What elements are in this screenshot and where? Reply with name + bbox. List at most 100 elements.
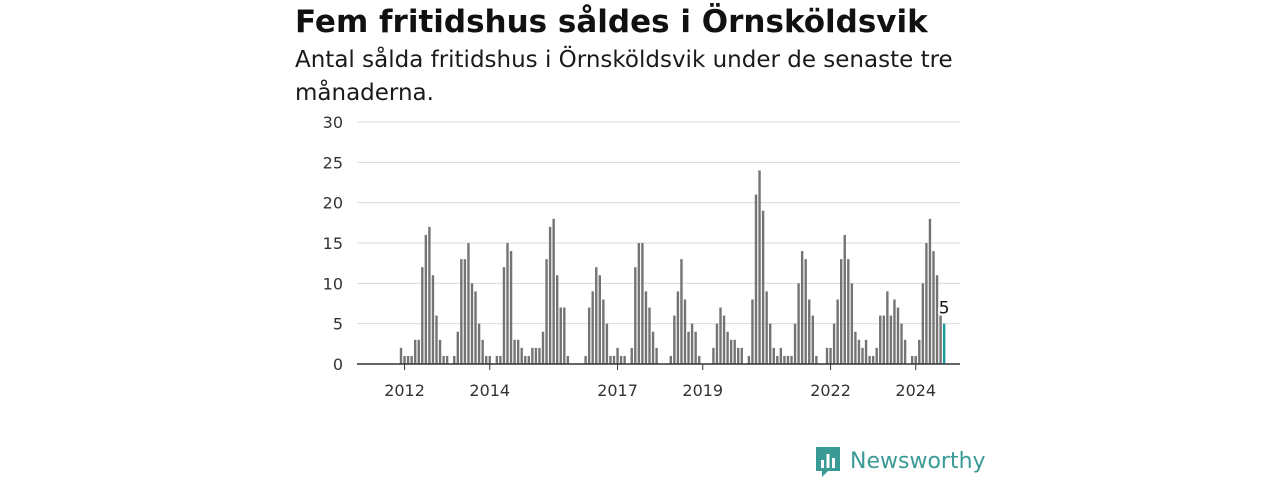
- bar: [495, 355, 499, 364]
- bar: [800, 251, 804, 364]
- bar: [790, 355, 793, 364]
- bar: [832, 323, 836, 364]
- bar: [648, 307, 651, 364]
- bar: [914, 355, 917, 364]
- bar: [797, 283, 800, 364]
- x-tick-label: 2019: [682, 381, 723, 400]
- bar: [445, 355, 449, 364]
- bar: [850, 283, 854, 364]
- bar: [474, 291, 477, 364]
- bar-chart-speech-bubble-icon: [816, 447, 840, 477]
- bar: [889, 315, 893, 364]
- bar: [616, 347, 619, 364]
- bar: [545, 259, 548, 364]
- bar: [939, 315, 942, 364]
- bar: [712, 347, 715, 364]
- bar: [587, 307, 591, 364]
- bar: [758, 170, 761, 364]
- bar: [598, 275, 601, 364]
- bar: [726, 331, 729, 364]
- bar: [737, 347, 740, 364]
- bar: [687, 331, 690, 364]
- bar: [403, 355, 406, 364]
- bar: [843, 234, 846, 364]
- bar: [893, 299, 896, 364]
- bar: [453, 355, 456, 364]
- bar: [698, 355, 701, 364]
- bar: [548, 226, 552, 364]
- bar: [527, 355, 530, 364]
- bar: [776, 355, 779, 364]
- bar: [932, 251, 935, 364]
- bar: [605, 323, 609, 364]
- bar: [591, 291, 594, 364]
- bar: [875, 347, 878, 364]
- bar: [868, 355, 871, 364]
- bar: [534, 347, 538, 364]
- bar: [410, 355, 413, 364]
- bar: [641, 243, 644, 364]
- bar: [595, 267, 598, 364]
- x-tick-label: 2017: [597, 381, 638, 400]
- bar: [882, 315, 885, 364]
- bar: [438, 339, 442, 364]
- bar: [485, 355, 488, 364]
- bar: [442, 355, 445, 364]
- bar: [825, 347, 829, 364]
- bar: [406, 355, 410, 364]
- bar: [634, 267, 637, 364]
- bar: [612, 355, 616, 364]
- bar: [623, 355, 626, 364]
- bar: [854, 331, 857, 364]
- bar: [864, 339, 868, 364]
- bar: [669, 355, 672, 364]
- bar: [488, 355, 491, 364]
- bar: [911, 355, 914, 364]
- bar: [428, 226, 431, 364]
- y-axis-ticks: 0 5 10 15 20 25 30: [323, 113, 343, 374]
- bar: [477, 323, 481, 364]
- y-tick-label: 20: [323, 194, 343, 213]
- bar: [520, 347, 523, 364]
- bar: [896, 307, 900, 364]
- bar: [499, 355, 502, 364]
- bar: [804, 259, 807, 364]
- y-tick-label: 10: [323, 274, 343, 293]
- y-tick-label: 25: [323, 153, 343, 172]
- data-labels: 5: [937, 297, 952, 321]
- newsworthy-logo: Newsworthy: [814, 445, 986, 479]
- bar: [694, 331, 697, 364]
- bar-highlight: [942, 323, 946, 364]
- bar: [751, 299, 754, 364]
- bar: [903, 339, 907, 364]
- bar: [925, 243, 928, 364]
- bar: [481, 339, 484, 364]
- bar: [524, 355, 527, 364]
- bar: [556, 275, 559, 364]
- bar: [715, 323, 719, 364]
- bar: [871, 355, 875, 364]
- bar: [772, 347, 775, 364]
- bar: [417, 339, 420, 364]
- bar: [769, 323, 772, 364]
- bar: [754, 194, 758, 364]
- bar: [921, 283, 925, 364]
- bar: [516, 339, 520, 364]
- bar: [467, 243, 470, 364]
- bar: [836, 299, 839, 364]
- bar: [847, 259, 850, 364]
- bar: [815, 355, 818, 364]
- bar: [861, 347, 864, 364]
- brand-name: Newsworthy: [850, 449, 986, 474]
- bar: [811, 315, 814, 364]
- bar: [719, 307, 722, 364]
- bar: [619, 355, 623, 364]
- highlight-value-label: 5: [939, 299, 950, 319]
- bar: [722, 315, 726, 364]
- bar: [538, 347, 541, 364]
- bar: [673, 315, 676, 364]
- bar: [793, 323, 797, 364]
- bar: [900, 323, 903, 364]
- y-tick-label: 15: [323, 234, 343, 253]
- bar: [840, 259, 843, 364]
